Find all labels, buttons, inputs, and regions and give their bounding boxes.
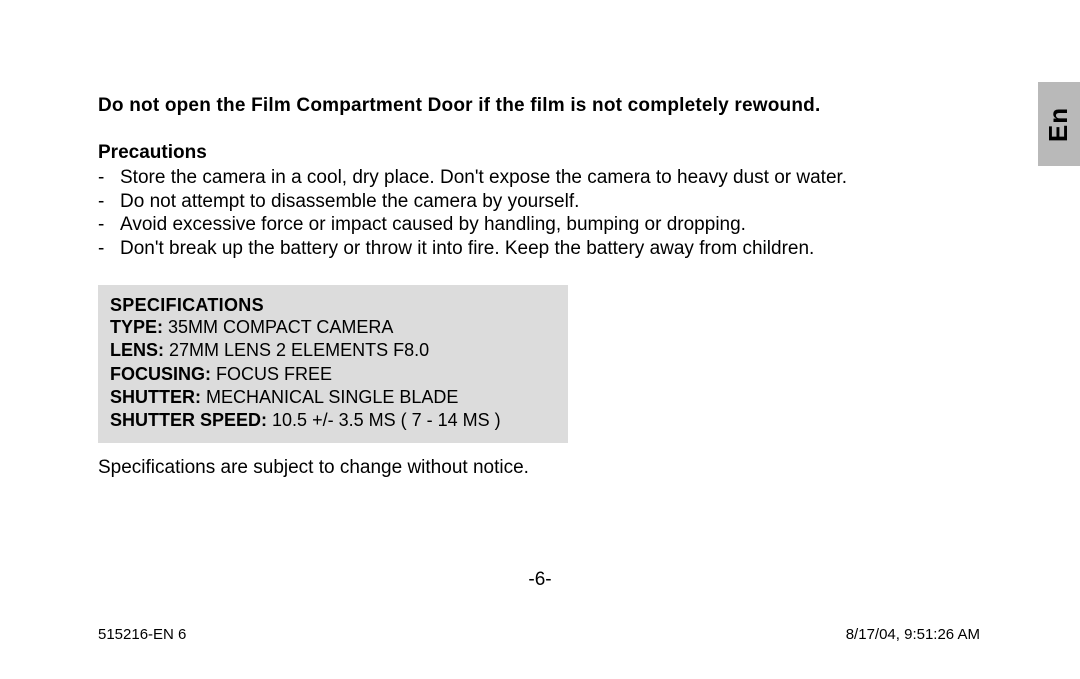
specifications-box: SPECIFICATIONS TYPE: 35MM COMPACT CAMERA… xyxy=(98,285,568,443)
page-content: Do not open the Film Compartment Door if… xyxy=(98,94,968,479)
list-item-text: Avoid excessive force or impact caused b… xyxy=(120,213,968,237)
spec-value: 27MM LENS 2 ELEMENTS F8.0 xyxy=(164,340,429,360)
spec-row: TYPE: 35MM COMPACT CAMERA xyxy=(110,316,556,339)
spec-value: 10.5 +/- 3.5 MS ( 7 - 14 MS ) xyxy=(267,410,501,430)
spec-value: 35MM COMPACT CAMERA xyxy=(163,317,393,337)
spec-label: SHUTTER: xyxy=(110,387,201,407)
bullet-dash: - xyxy=(98,213,120,237)
list-item-text: Store the camera in a cool, dry place. D… xyxy=(120,166,968,190)
bullet-dash: - xyxy=(98,190,120,214)
spec-row: SHUTTER SPEED: 10.5 +/- 3.5 MS ( 7 - 14 … xyxy=(110,409,556,432)
page-footer: 515216-EN 6 8/17/04, 9:51:26 AM xyxy=(98,626,980,643)
specifications-title: SPECIFICATIONS xyxy=(110,295,556,316)
spec-label: LENS: xyxy=(110,340,164,360)
list-item: - Don't break up the battery or throw it… xyxy=(98,237,968,261)
list-item-text: Do not attempt to disassemble the camera… xyxy=(120,190,968,214)
spec-label: FOCUSING: xyxy=(110,364,211,384)
spec-row: LENS: 27MM LENS 2 ELEMENTS F8.0 xyxy=(110,339,556,362)
footer-left: 515216-EN 6 xyxy=(98,626,186,643)
precautions-heading: Precautions xyxy=(98,142,968,164)
page-number: -6- xyxy=(0,569,1080,591)
list-item: - Store the camera in a cool, dry place.… xyxy=(98,166,968,190)
bullet-dash: - xyxy=(98,237,120,261)
warning-text: Do not open the Film Compartment Door if… xyxy=(98,94,968,118)
manual-page: En Do not open the Film Compartment Door… xyxy=(0,0,1080,679)
spec-row: SHUTTER: MECHANICAL SINGLE BLADE xyxy=(110,386,556,409)
list-item-text: Don't break up the battery or throw it i… xyxy=(120,237,968,261)
bullet-dash: - xyxy=(98,166,120,190)
language-tab-label: En xyxy=(1043,106,1074,141)
spec-label: SHUTTER SPEED: xyxy=(110,410,267,430)
spec-row: FOCUSING: FOCUS FREE xyxy=(110,363,556,386)
disclaimer-text: Specifications are subject to change wit… xyxy=(98,457,968,479)
footer-right: 8/17/04, 9:51:26 AM xyxy=(846,626,980,643)
precautions-list: - Store the camera in a cool, dry place.… xyxy=(98,166,968,261)
spec-value: FOCUS FREE xyxy=(211,364,332,384)
spec-label: TYPE: xyxy=(110,317,163,337)
list-item: - Avoid excessive force or impact caused… xyxy=(98,213,968,237)
spec-value: MECHANICAL SINGLE BLADE xyxy=(201,387,458,407)
list-item: - Do not attempt to disassemble the came… xyxy=(98,190,968,214)
language-tab: En xyxy=(1038,82,1080,166)
